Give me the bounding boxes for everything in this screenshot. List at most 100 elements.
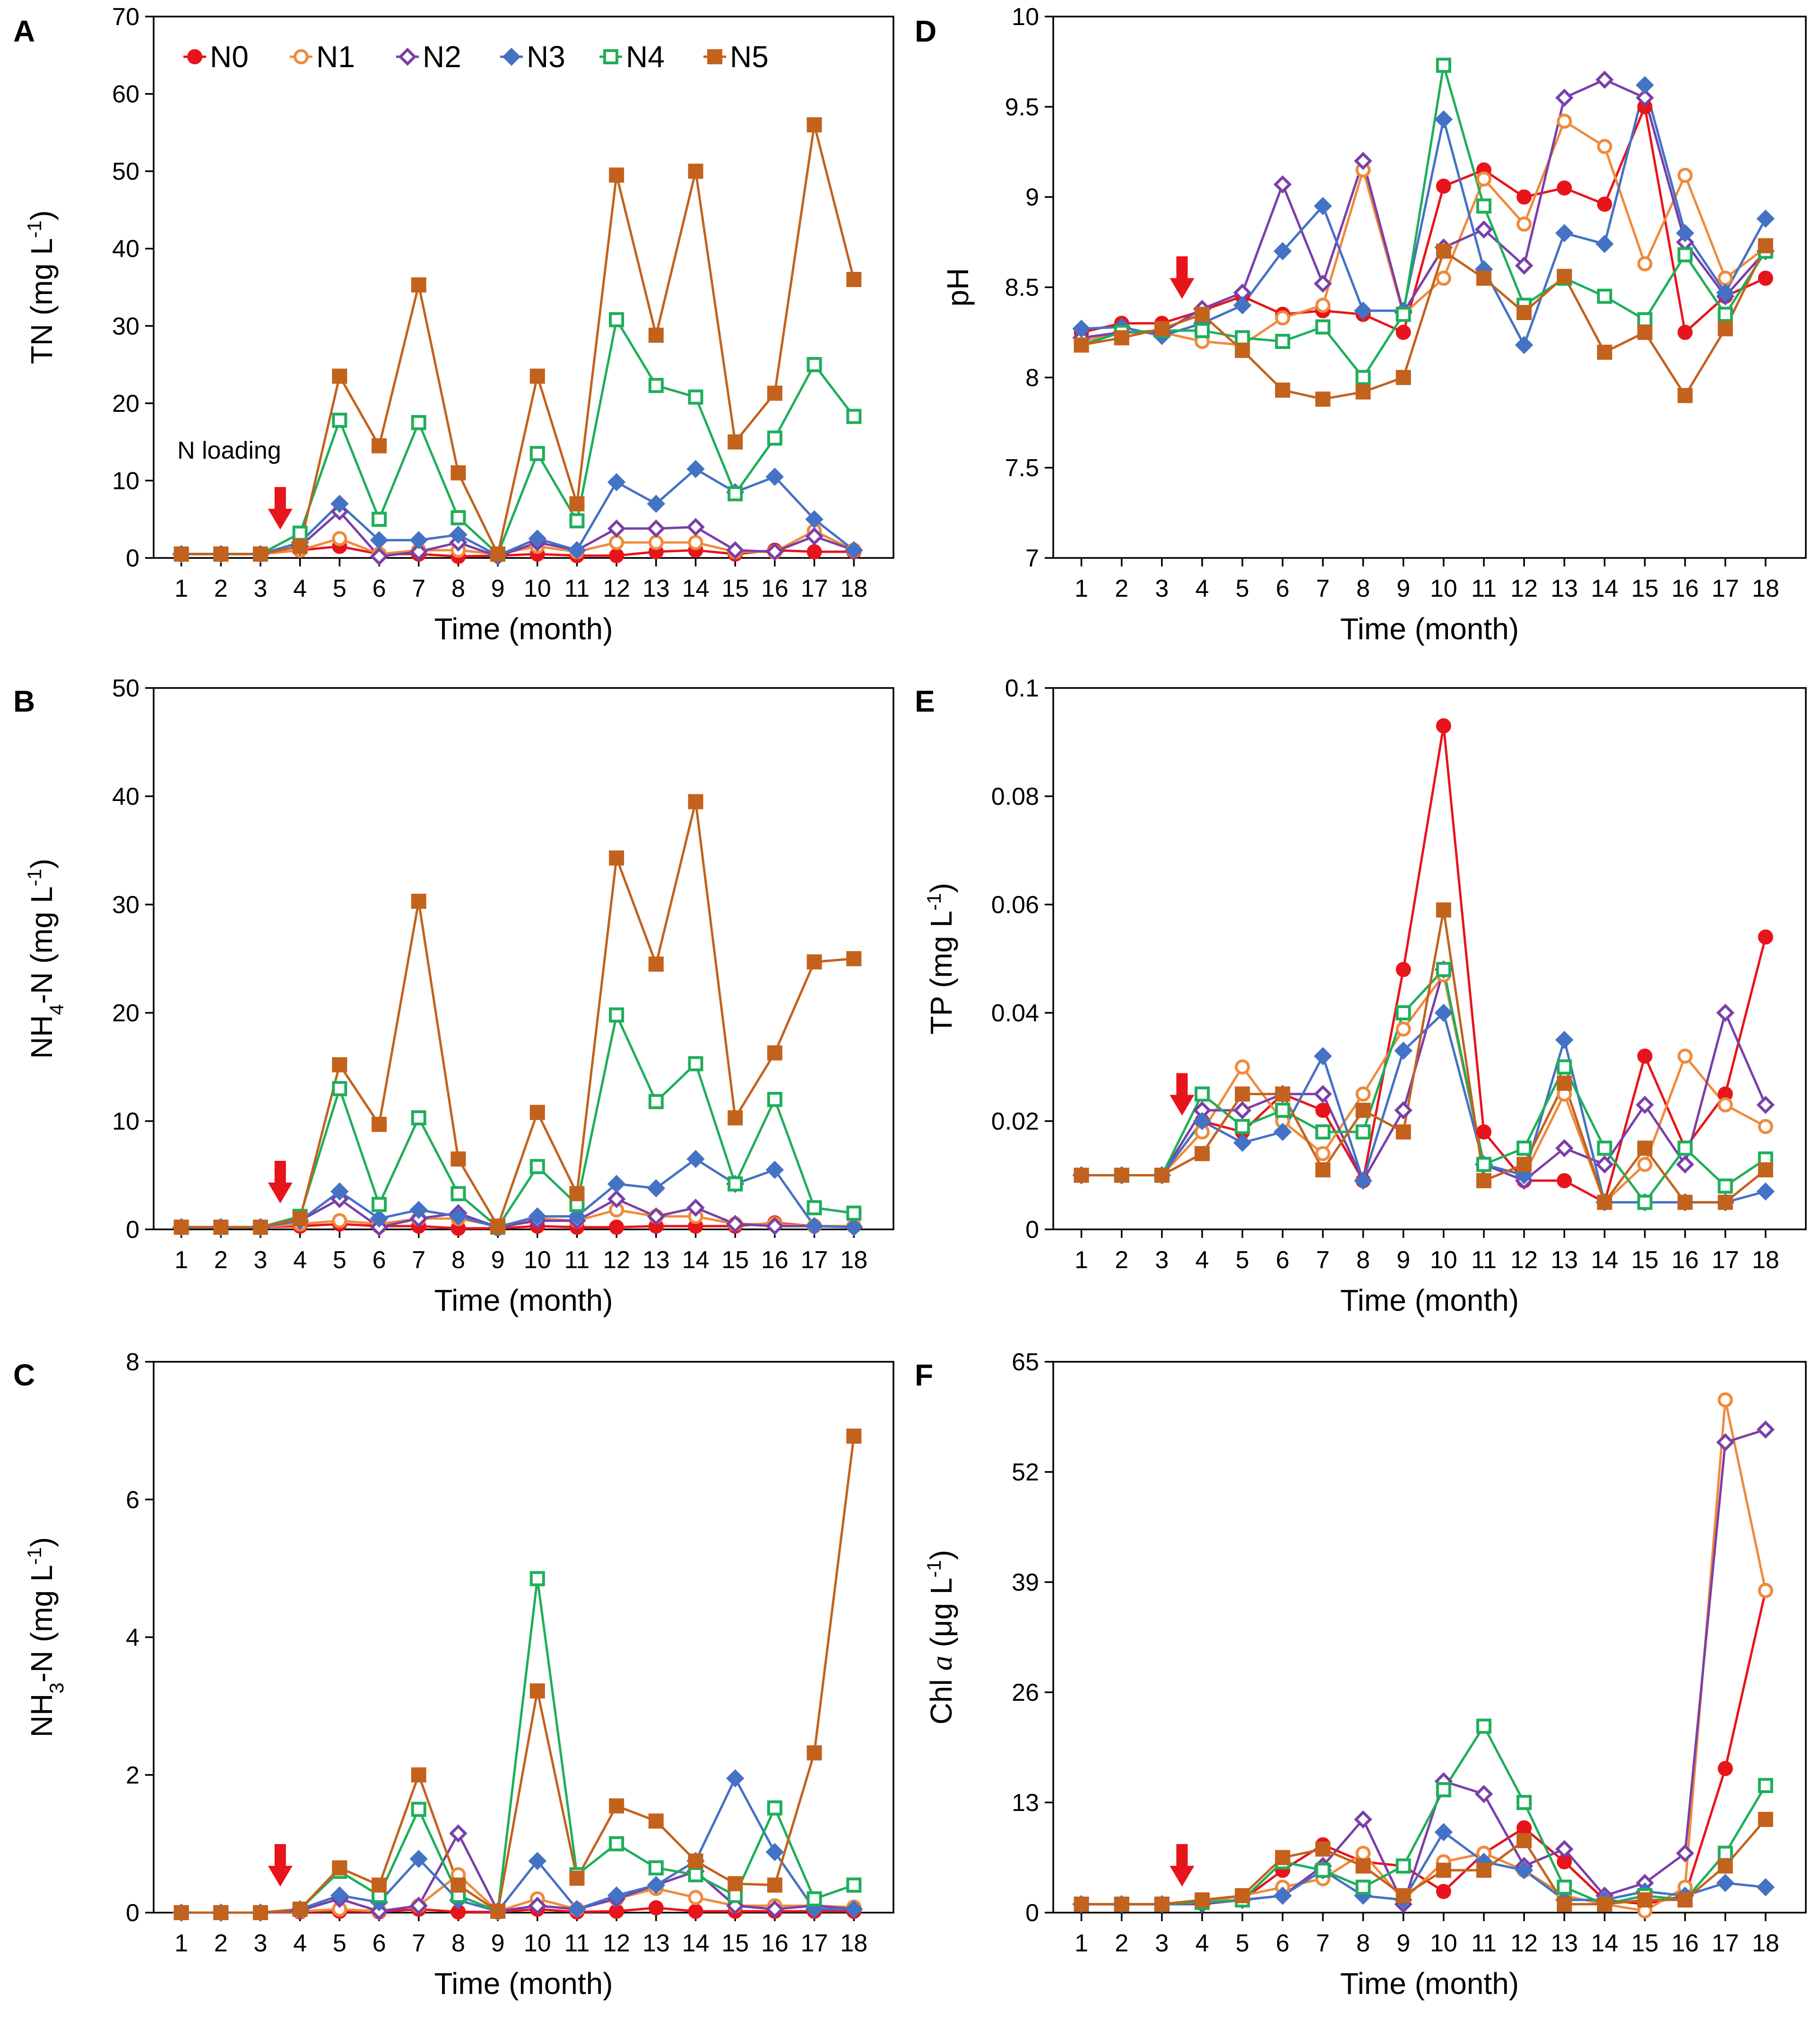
point-n3 (1555, 224, 1574, 243)
x-tick-label: 11 (1471, 1246, 1497, 1274)
point-n2 (686, 518, 705, 536)
x-tick-label: 6 (1276, 575, 1290, 602)
point-n5 (846, 1428, 862, 1444)
point-n5 (728, 434, 743, 450)
point-n4 (1557, 1880, 1572, 1895)
point-n4 (451, 1186, 466, 1201)
point-n3 (1233, 296, 1252, 314)
y-tick-label: 0 (1025, 1899, 1039, 1927)
x-tick-label: 15 (721, 575, 749, 602)
point-n5 (648, 327, 664, 343)
point-n3 (647, 1876, 666, 1894)
point-n5 (1395, 370, 1411, 385)
point-n4 (846, 1205, 862, 1221)
x-tick-label: 16 (1672, 1930, 1699, 1957)
x-tick-label: 6 (373, 1246, 386, 1274)
x-tick-label: 14 (1591, 575, 1618, 602)
point-n0 (1395, 324, 1411, 340)
n-loading-arrow (1170, 256, 1195, 299)
series-line-n3 (1081, 80, 1767, 348)
point-n4 (1517, 1140, 1532, 1156)
point-n5 (1154, 1897, 1170, 1912)
point-n5 (1315, 1162, 1331, 1178)
point-n3 (409, 1201, 428, 1219)
point-n5 (1114, 330, 1129, 346)
point-n1 (332, 1213, 347, 1228)
x-tick-label: 17 (801, 1246, 828, 1274)
y-tick-label: 50 (112, 675, 139, 702)
point-n4 (846, 1877, 862, 1893)
plot-frame (1052, 1361, 1807, 1914)
point-n2 (1274, 175, 1292, 194)
point-n5 (1717, 1194, 1733, 1210)
point-n5 (213, 1905, 229, 1920)
x-tick-label: 11 (564, 1930, 589, 1957)
x-tick-label: 3 (254, 1930, 268, 1957)
point-n3 (330, 495, 349, 513)
x-axis-title: Time (month) (1340, 612, 1519, 646)
point-n1 (1275, 310, 1291, 326)
point-n4 (609, 312, 624, 328)
point-n1 (609, 535, 624, 550)
point-n5 (1557, 1897, 1572, 1912)
point-n5 (252, 1905, 268, 1920)
point-n1 (332, 531, 347, 547)
x-tick-label: 15 (721, 1246, 749, 1274)
point-n4 (372, 1197, 387, 1212)
point-n2 (1314, 1085, 1332, 1103)
y-tick-label: 9 (1025, 184, 1039, 211)
point-n5 (569, 1871, 585, 1886)
point-n5 (1194, 1892, 1210, 1908)
point-n2 (1676, 1844, 1694, 1863)
point-n4 (372, 512, 387, 527)
point-n4 (1436, 58, 1451, 73)
point-n5 (1315, 392, 1331, 407)
y-tick-label: 8 (1025, 364, 1039, 392)
point-n2 (1555, 1840, 1574, 1858)
point-n0 (1637, 1048, 1653, 1064)
y-tick-label: 70 (112, 3, 139, 31)
point-n5 (569, 1186, 585, 1201)
x-tick-label: 16 (761, 575, 789, 602)
point-n5 (1436, 902, 1451, 918)
point-n3 (845, 541, 863, 559)
point-n0 (1517, 1820, 1532, 1836)
x-tick-label: 6 (1276, 1930, 1290, 1957)
point-n3 (1274, 242, 1292, 261)
point-n5 (213, 546, 229, 562)
point-n4 (411, 415, 426, 430)
point-n5 (1275, 1850, 1291, 1865)
point-n3 (409, 531, 428, 549)
point-n0 (1517, 189, 1532, 205)
point-n3 (568, 1207, 586, 1226)
x-tick-label: 2 (214, 575, 228, 602)
legend-label-n5: N5 (730, 40, 769, 74)
point-n5 (1074, 1167, 1089, 1183)
point-n5 (213, 1219, 229, 1235)
x-tick-label: 4 (1196, 1246, 1209, 1274)
point-n2 (1676, 1155, 1694, 1174)
x-tick-label: 12 (1510, 575, 1538, 602)
legend-marker-n4 (603, 49, 618, 64)
point-n4 (728, 1888, 743, 1903)
x-tick-label: 5 (333, 1930, 347, 1957)
point-n0 (1597, 196, 1612, 212)
x-tick-label: 1 (174, 1930, 188, 1957)
x-tick-label: 2 (214, 1246, 228, 1274)
point-n3 (1314, 197, 1332, 215)
point-n2 (1515, 256, 1534, 275)
point-n5 (609, 1798, 624, 1814)
point-n1 (1717, 1097, 1733, 1113)
x-tick-label: 2 (214, 1930, 228, 1957)
legend-marker-n2 (398, 47, 417, 66)
point-n4 (1436, 962, 1451, 977)
x-tick-label: 10 (1430, 1246, 1457, 1274)
point-n2 (726, 1215, 745, 1233)
point-n4 (1315, 319, 1331, 335)
x-tick-label: 13 (1551, 1246, 1578, 1274)
legend-label-n0: N0 (210, 40, 249, 74)
y-tick-label: 8 (126, 1349, 139, 1376)
point-n3 (607, 1175, 626, 1193)
